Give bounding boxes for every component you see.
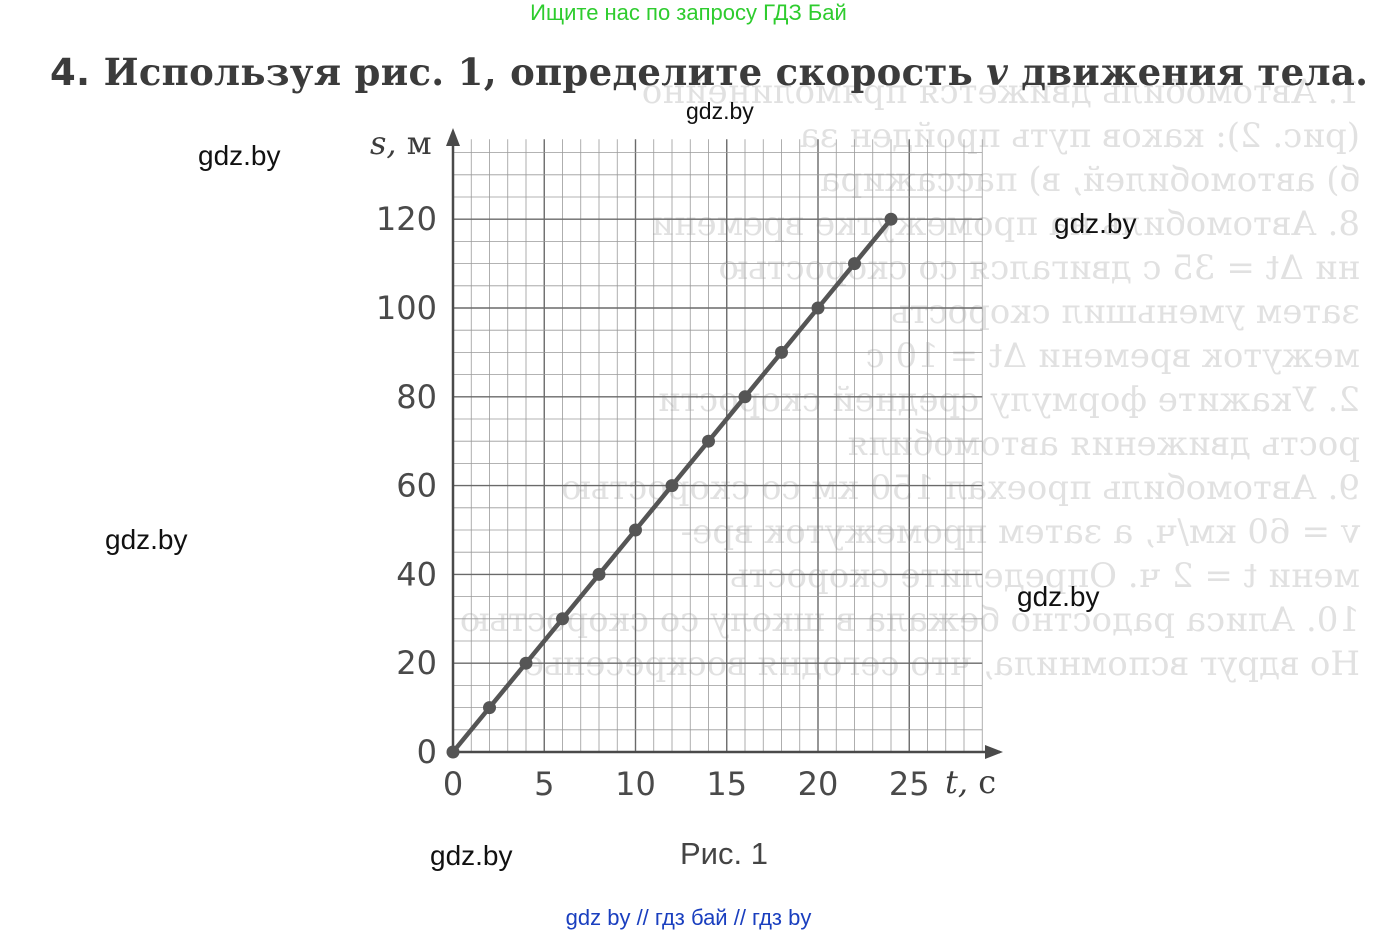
y-axis-var: s, xyxy=(370,124,397,162)
x-axis-unit: с xyxy=(978,763,996,801)
y-axis-arrow xyxy=(446,128,460,146)
y-tick-label: 120 xyxy=(376,200,437,238)
data-point xyxy=(483,701,496,715)
watermark: gdz.by xyxy=(198,140,281,171)
data-point xyxy=(775,345,788,359)
y-axis-label: s, м xyxy=(370,124,432,162)
task-text: Используя рис. 1, определите скорость xyxy=(103,50,974,94)
data-point xyxy=(848,257,861,271)
data-point xyxy=(592,567,606,581)
y-tick-label: 60 xyxy=(396,467,437,505)
watermark: gdz.by xyxy=(1054,208,1137,239)
data-point xyxy=(519,656,533,670)
footer-links: gdz by // гдз бай // гдз by xyxy=(565,905,812,930)
chart-grid xyxy=(452,139,983,753)
x-tick-label: 0 xyxy=(443,765,463,803)
y-tick-label: 40 xyxy=(396,555,437,593)
data-point xyxy=(738,390,752,404)
task-variable: v xyxy=(986,50,1009,94)
watermark: gdz.by xyxy=(105,524,188,555)
x-tick-label: 5 xyxy=(534,765,554,803)
top-banner: Ищите нас по запросу ГДЗ Бай xyxy=(530,0,847,25)
y-tick-label: 0 xyxy=(417,733,437,771)
data-point xyxy=(665,479,679,493)
task-statement: 4. Используя рис. 1, определите скорость… xyxy=(50,50,1368,94)
x-tick-label: 25 xyxy=(889,765,930,803)
y-tick-label: 20 xyxy=(396,644,437,682)
data-point xyxy=(556,612,569,626)
data-point xyxy=(702,434,715,448)
x-axis-arrow xyxy=(985,745,1003,759)
x-tick-label: 20 xyxy=(798,765,839,803)
x-axis-var: t, xyxy=(945,763,968,801)
chart-tick-labels: 0 5 10 15 20 25 0 20 40 60 80 100 120 xyxy=(376,200,930,803)
x-tick-label: 15 xyxy=(706,765,747,803)
chart-series xyxy=(446,212,898,759)
watermark: gdz.by xyxy=(1017,581,1100,612)
task-number: 4. xyxy=(50,51,91,94)
figure-caption: Рис. 1 xyxy=(680,836,768,871)
watermark: gdz.by xyxy=(430,840,513,871)
x-axis-label: t, с xyxy=(945,763,996,801)
y-tick-label: 100 xyxy=(376,289,437,327)
chart-axes xyxy=(446,128,1003,759)
data-point xyxy=(811,301,825,315)
task-text-end: движения тела. xyxy=(1021,50,1369,94)
y-axis-unit: м xyxy=(407,124,432,162)
data-point xyxy=(884,212,898,226)
y-tick-label: 80 xyxy=(396,378,437,416)
data-point xyxy=(446,745,460,759)
watermark: gdz.by xyxy=(686,98,754,124)
data-point xyxy=(629,523,642,537)
x-tick-label: 10 xyxy=(615,765,656,803)
